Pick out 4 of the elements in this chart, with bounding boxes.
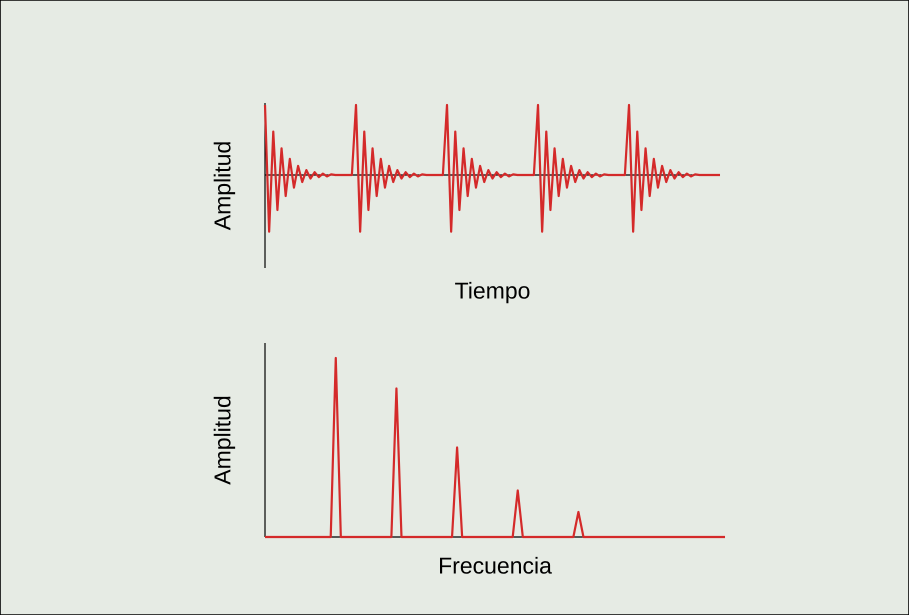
x-axis-title: Frecuencia: [440, 556, 552, 574]
y-axis-title: Amplitud: [214, 142, 236, 230]
y-axis-title: Amplitud: [214, 396, 236, 485]
x-axis-title: Tiempo: [455, 282, 530, 304]
